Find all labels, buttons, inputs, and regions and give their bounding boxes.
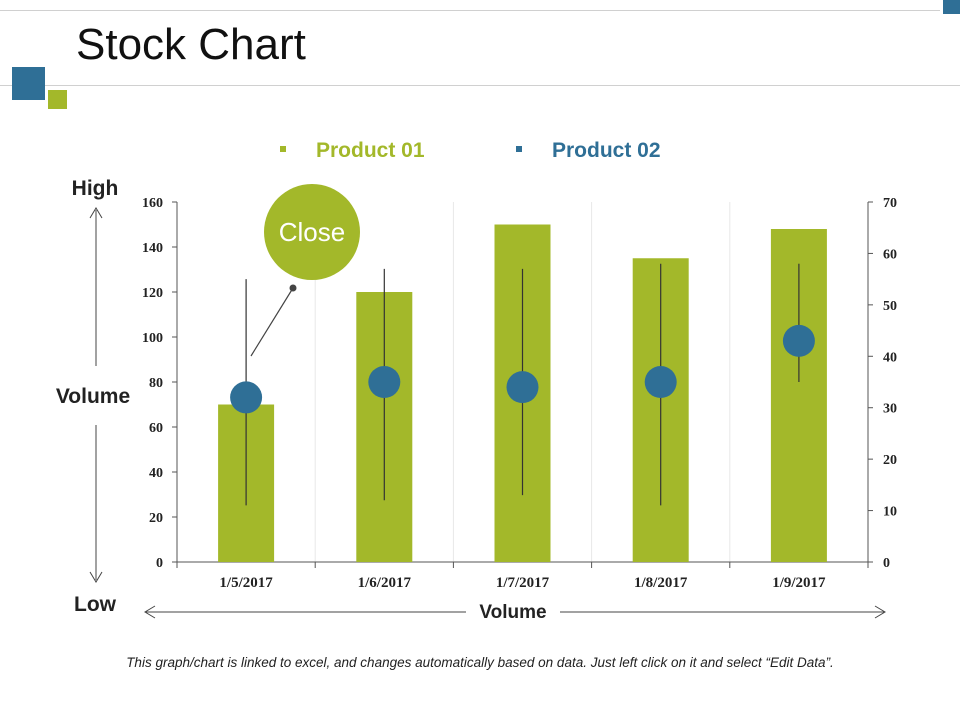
- legend-swatch: [280, 146, 286, 152]
- y-tick-label-left: 160: [142, 196, 163, 211]
- y-tick-label-right: 30: [883, 402, 897, 417]
- legend-label: Product 02: [552, 139, 661, 162]
- axis-label-volume-bottom: Volume: [479, 602, 546, 623]
- annotation-leader-line: [250, 287, 294, 357]
- axis-label-volume-left: Volume: [56, 385, 130, 408]
- y-tick-label-left: 60: [149, 421, 163, 436]
- close-marker-product-02: [782, 324, 815, 357]
- corner-accent-square: [943, 0, 960, 14]
- y-tick-label-right: 60: [883, 247, 897, 262]
- accent-square-green: [48, 90, 67, 109]
- y-tick-label-left: 120: [142, 286, 163, 301]
- axis-label-low: Low: [74, 593, 117, 616]
- annotation-bubble: [264, 184, 360, 280]
- y-tick-label-left: 40: [149, 466, 163, 481]
- x-tick-label: 1/6/2017: [358, 575, 412, 591]
- annotation-leader-dot: [289, 284, 297, 292]
- legend-swatch: [516, 146, 522, 152]
- y-tick-label-right: 50: [883, 299, 897, 314]
- left-arrow-icon: [144, 605, 156, 619]
- close-marker-product-02: [230, 381, 263, 414]
- y-tick-label-left: 100: [142, 331, 163, 346]
- y-tick-label-right: 20: [883, 453, 897, 468]
- x-tick-label: 1/8/2017: [634, 575, 688, 591]
- x-tick-label: 1/9/2017: [772, 575, 826, 591]
- y-tick-label-right: 0: [883, 556, 890, 571]
- y-tick-label-right: 40: [883, 350, 897, 365]
- legend-label: Product 01: [316, 139, 425, 162]
- accent-square-blue: [12, 67, 45, 100]
- axis-label-high: High: [72, 177, 119, 200]
- down-arrow-icon: [89, 571, 103, 583]
- x-tick-label: 1/5/2017: [219, 575, 273, 591]
- y-tick-label-right: 10: [883, 505, 897, 520]
- y-tick-label-right: 70: [883, 196, 897, 211]
- y-tick-label-left: 140: [142, 241, 163, 256]
- y-tick-label-left: 20: [149, 511, 163, 526]
- close-marker-product-02: [644, 366, 677, 398]
- page-title: Stock Chart: [76, 20, 306, 69]
- x-tick-label: 1/7/2017: [496, 575, 550, 591]
- close-marker-product-02: [506, 371, 539, 404]
- close-marker-product-02: [368, 366, 401, 398]
- footnote: This graph/chart is linked to excel, and…: [126, 655, 834, 670]
- y-tick-label-left: 0: [156, 556, 163, 571]
- y-tick-label-left: 80: [149, 376, 163, 391]
- title-rule: [0, 85, 960, 86]
- top-rule: [0, 10, 940, 11]
- up-arrow-icon: [89, 207, 103, 219]
- annotation-label: Close: [279, 217, 345, 247]
- right-arrow-icon: [874, 605, 886, 619]
